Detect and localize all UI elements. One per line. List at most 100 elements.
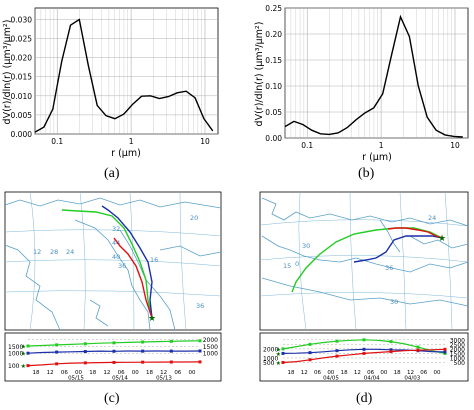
profile-series-marker bbox=[83, 342, 87, 346]
xlabel-a: r (μm) bbox=[111, 148, 141, 159]
profile-hour-label: 06 bbox=[174, 370, 181, 376]
caption-c: (c) bbox=[104, 391, 120, 406]
profile-hour-label: 18 bbox=[288, 370, 295, 376]
profile-hour-label: 06 bbox=[420, 370, 427, 376]
map-d-traj-blue bbox=[353, 235, 443, 263]
curve-b bbox=[284, 14, 463, 138]
profile-right-tick-label: 2000 bbox=[203, 337, 218, 344]
profile-right-tick-label: 3000 bbox=[450, 337, 465, 344]
profile-series-marker bbox=[416, 348, 420, 352]
profile-left-tick-label: 1000 bbox=[8, 351, 23, 358]
y-tick-label: 0.20 bbox=[265, 30, 282, 39]
map-c-lat-label: 28 bbox=[50, 248, 58, 256]
profile-series-marker bbox=[141, 349, 145, 353]
map-d-lat-labels: 30 15 0 24 36 30 bbox=[283, 214, 436, 306]
profile-series-marker bbox=[335, 339, 339, 343]
profile-left-tick-label: 100 bbox=[8, 363, 20, 370]
map-c-traj-red bbox=[113, 237, 153, 319]
map-d-coastline bbox=[261, 197, 469, 307]
y-tick-label: 0.015 bbox=[11, 73, 33, 82]
profile-hour-label: 18 bbox=[341, 370, 348, 376]
profile-hour-label: 06 bbox=[314, 370, 321, 376]
profile-date-label: 04/04 bbox=[364, 376, 380, 382]
profile-start-star: ★ bbox=[276, 351, 281, 358]
profile-series-marker bbox=[112, 341, 116, 345]
profile-hour-label: 00 bbox=[75, 370, 82, 376]
profile-series-marker bbox=[141, 340, 145, 344]
profile-series-marker bbox=[112, 349, 116, 353]
profile-hour-label: 12 bbox=[103, 370, 110, 376]
profile-series-marker bbox=[308, 358, 312, 362]
map-d-traj-red bbox=[387, 227, 443, 239]
caption-a: (a) bbox=[104, 166, 120, 181]
profile-left-tick-label: 500 bbox=[263, 360, 275, 367]
x-ticks-b: 0.1 1 10 bbox=[301, 141, 460, 150]
profile-series-marker bbox=[55, 343, 59, 347]
profile-series-marker bbox=[26, 344, 30, 348]
profile-series-marker bbox=[141, 360, 145, 364]
x-tick-label: 10 bbox=[450, 141, 460, 150]
profile-hour-label: 06 bbox=[61, 370, 68, 376]
y-tick-label: 0.005 bbox=[11, 111, 33, 120]
profile-hour-label: 18 bbox=[33, 370, 40, 376]
profile-right-tick-label: 1500 bbox=[450, 351, 465, 358]
caption-b: (b) bbox=[358, 166, 375, 181]
profile-series-marker bbox=[26, 351, 30, 355]
profile-series-marker bbox=[55, 350, 59, 354]
profile-date-label: 04/05 bbox=[323, 376, 339, 382]
map-d-traj-green bbox=[291, 227, 443, 293]
profile-left-tick-label: 1500 bbox=[8, 344, 23, 351]
curve-a bbox=[34, 18, 214, 133]
map-c-lat-label: 32 bbox=[112, 225, 120, 233]
profile-right-tick-label: 1000 bbox=[203, 351, 218, 358]
profile-series-marker bbox=[443, 347, 447, 351]
profile-series-marker bbox=[83, 350, 87, 354]
x-tick-label: 0.1 bbox=[301, 141, 313, 150]
y-tick-label: 0.10 bbox=[265, 82, 282, 91]
profile-series-marker bbox=[389, 340, 393, 344]
map-c-traj-green bbox=[61, 209, 153, 319]
profile-series-marker bbox=[335, 349, 339, 353]
y-tick-label: 0.25 bbox=[265, 4, 282, 13]
profile-series-marker bbox=[362, 338, 366, 342]
profile-hour-label: 00 bbox=[132, 370, 139, 376]
map-d-lat-label: 0 bbox=[295, 260, 299, 268]
profile-hour-label: 00 bbox=[380, 370, 387, 376]
profile-start-star: ★ bbox=[276, 360, 281, 367]
profile-series-marker bbox=[362, 347, 366, 351]
profile-right-tick-label: 1000 bbox=[450, 355, 465, 362]
profile-left-tick-label: 2000 bbox=[263, 346, 278, 353]
map-d-lat-label: 15 bbox=[283, 262, 291, 270]
y-tick-label: 0.15 bbox=[265, 56, 282, 65]
ylabel-b: dV(r)/dln(r) (μm³/μm²) bbox=[254, 22, 265, 127]
profile-series-marker bbox=[198, 349, 202, 353]
profile-date-label: 05/13 bbox=[156, 376, 172, 382]
map-c-graticule bbox=[4, 191, 222, 331]
profile-series-marker bbox=[308, 351, 312, 355]
x-tick-label: 10 bbox=[200, 137, 210, 146]
map-c-coastline bbox=[4, 197, 222, 331]
profile-right-tick-label: 2000 bbox=[450, 346, 465, 353]
map-d-lat-label: 36 bbox=[385, 264, 393, 272]
y-tick-label: 0.025 bbox=[11, 35, 33, 44]
x-tick-label: 1 bbox=[129, 137, 134, 146]
profile-hour-label: 18 bbox=[89, 370, 96, 376]
profile-date-label: 05/15 bbox=[68, 376, 84, 382]
profile-start-star: ★ bbox=[276, 346, 281, 353]
map-c-lat-label: 12 bbox=[33, 248, 41, 256]
y-tick-label: 0.020 bbox=[11, 54, 33, 63]
map-d-source-star: ★ bbox=[438, 234, 446, 244]
profile-start-star: ★ bbox=[21, 344, 26, 351]
x-ticks-a: 0.1 1 10 bbox=[51, 137, 210, 146]
profile-series-marker bbox=[112, 360, 116, 364]
profile-hour-label: 12 bbox=[354, 370, 361, 376]
profile-series-marker bbox=[169, 360, 173, 364]
profile-series-marker bbox=[389, 350, 393, 354]
profile-series-marker bbox=[169, 349, 173, 353]
profile-series-marker bbox=[443, 350, 447, 354]
profile-series-marker bbox=[83, 361, 87, 365]
profile-hour-label: 00 bbox=[434, 370, 441, 376]
profile-hour-label: 00 bbox=[327, 370, 334, 376]
